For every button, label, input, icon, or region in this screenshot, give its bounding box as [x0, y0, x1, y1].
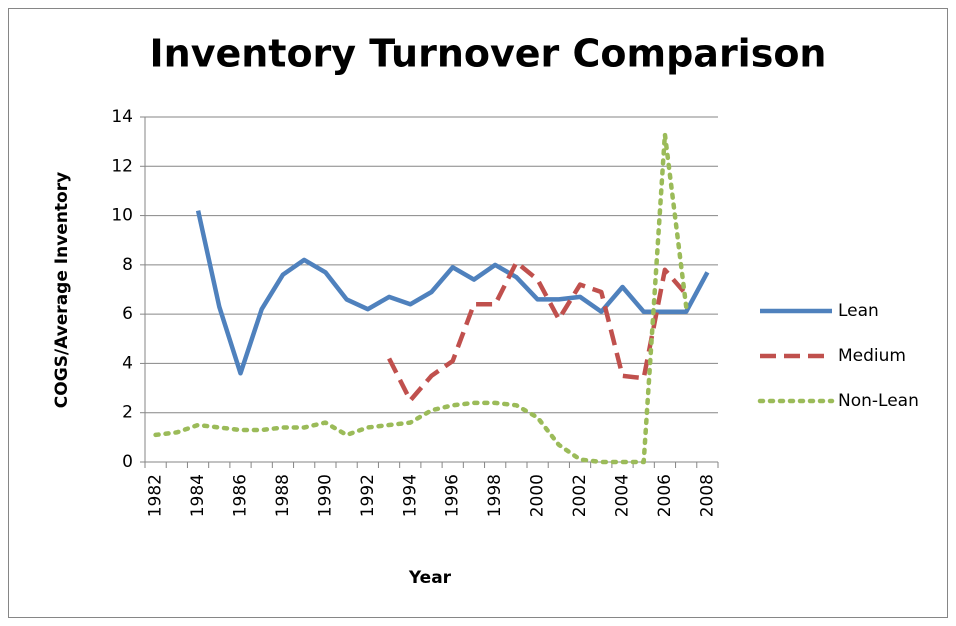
series-line: [153, 132, 689, 465]
y-tick-label: 4: [122, 353, 133, 373]
x-tick-label: 2008: [697, 474, 717, 517]
x-tick-label: 1992: [358, 474, 378, 517]
x-tick-label: 1986: [231, 474, 251, 517]
x-tick-label: 1994: [400, 474, 420, 517]
x-axis-title: Year: [408, 568, 452, 588]
x-tick-label: 1988: [273, 474, 293, 517]
series-line: [195, 210, 710, 376]
chart-title: Inventory Turnover Comparison: [150, 32, 827, 76]
x-tick-label: 1996: [443, 474, 463, 517]
y-tick-label: 0: [122, 452, 133, 472]
legend-label: Non-Lean: [838, 391, 919, 411]
y-axis-title: COGS/Average Inventory: [52, 172, 72, 408]
x-tick-label: 1982: [146, 474, 166, 517]
x-tick-label: 1990: [315, 474, 335, 517]
y-tick-label: 14: [111, 107, 133, 127]
x-tick-label: 2000: [528, 474, 548, 517]
legend-label: Medium: [838, 346, 906, 366]
y-tick-label: 2: [122, 403, 133, 423]
x-tick-label: 1998: [485, 474, 505, 517]
x-tick-label: 2006: [655, 474, 675, 517]
series-line: [387, 260, 688, 403]
y-tick-label: 10: [111, 206, 133, 226]
x-tick-label: 1984: [188, 474, 208, 517]
y-tick-label: 8: [122, 255, 133, 275]
x-tick-label: 2004: [613, 474, 633, 517]
y-tick-label: 6: [122, 304, 133, 324]
legend-label: Lean: [838, 301, 879, 321]
x-tick-label: 2002: [570, 474, 590, 517]
y-tick-label: 12: [111, 156, 133, 176]
